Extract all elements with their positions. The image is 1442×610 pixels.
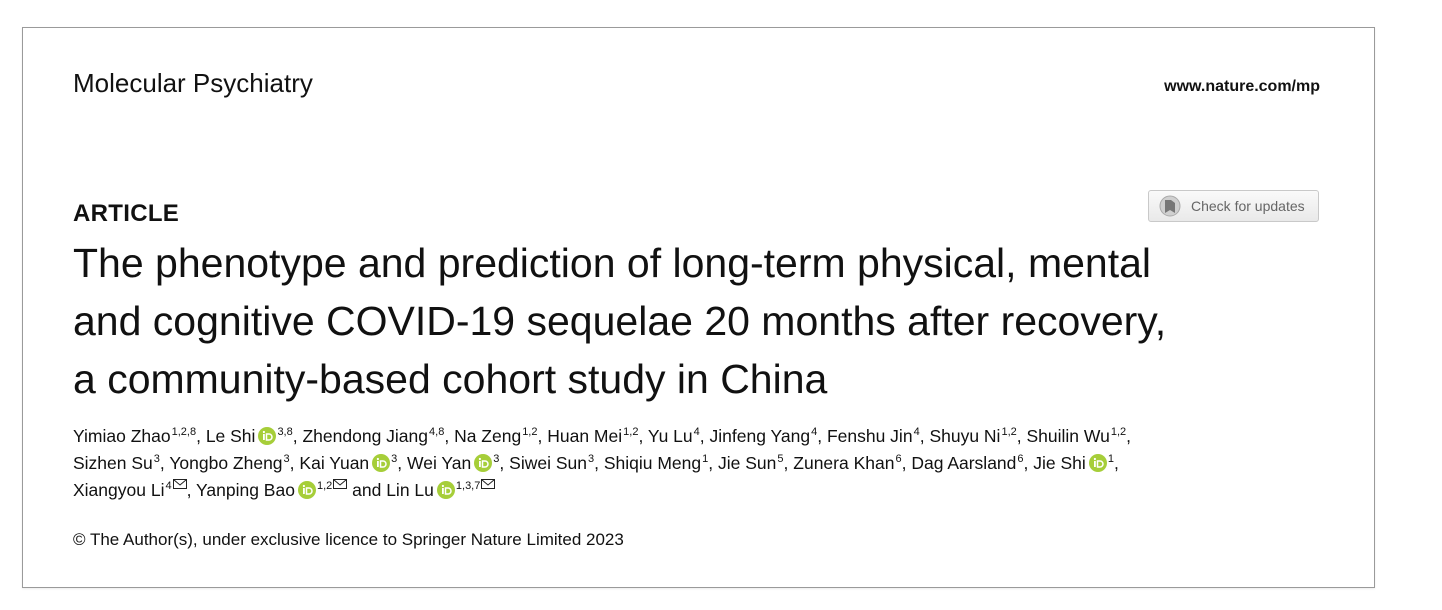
journal-name: Molecular Psychiatry bbox=[73, 68, 313, 98]
affiliations: 3 bbox=[283, 453, 290, 465]
affiliations: 4 bbox=[693, 426, 700, 438]
author-line: Sizhen Su3, Yongbo Zheng3, Kai Yuan 3, We… bbox=[73, 450, 1131, 477]
journal-url: www.nature.com/mp bbox=[1164, 78, 1320, 95]
affiliations: 4 bbox=[165, 480, 172, 492]
affiliations: 3 bbox=[587, 453, 595, 465]
affiliations: 4,8 bbox=[429, 426, 445, 438]
affiliations: 1 bbox=[1107, 453, 1114, 465]
affiliations: 1,3,7 bbox=[455, 480, 481, 492]
title-line: The phenotype and prediction of long-ter… bbox=[73, 240, 1152, 286]
affiliations: 3,8 bbox=[277, 426, 293, 438]
affiliations: 5 bbox=[777, 453, 784, 465]
author-name: Xiangyou Li bbox=[73, 480, 165, 500]
envelope-icon bbox=[481, 479, 496, 489]
author-name: Dag Aarsland bbox=[911, 453, 1017, 473]
author-name: Fenshu Jin bbox=[826, 426, 913, 446]
author-line: Yimiao Zhao1,2,8, Le Shi 3,8, Zhendong Ji… bbox=[73, 423, 1131, 450]
orcid-icon bbox=[372, 454, 391, 472]
separator: , bbox=[292, 426, 298, 446]
separator: , bbox=[901, 453, 907, 473]
affiliations: 3 bbox=[391, 453, 398, 465]
author-name: Shuilin Wu bbox=[1026, 426, 1110, 446]
orcid-icon bbox=[1088, 454, 1107, 472]
author-name: Yimiao Zhao bbox=[73, 426, 171, 446]
affiliations: 3 bbox=[493, 453, 500, 465]
affiliations: 4 bbox=[913, 426, 920, 438]
envelope-icon bbox=[172, 479, 187, 489]
separator: , bbox=[397, 453, 403, 473]
author-name: Sizhen Su bbox=[73, 453, 153, 473]
affiliations: 3 bbox=[153, 453, 160, 465]
author-name: Jinfeng Yang bbox=[709, 426, 811, 446]
affiliations: 6 bbox=[895, 453, 902, 465]
article-type: ARTICLE bbox=[73, 200, 180, 227]
affiliations: 1,2 bbox=[623, 426, 639, 438]
affiliations: 1,2,8 bbox=[171, 426, 197, 438]
author-name: Zhendong Jiang bbox=[302, 426, 429, 446]
conjunction: and bbox=[352, 480, 382, 500]
separator: , bbox=[499, 453, 505, 473]
separator: , bbox=[537, 426, 543, 446]
affiliations: 1 bbox=[702, 453, 709, 465]
author-name: Lin Lu bbox=[386, 480, 434, 500]
separator: , bbox=[638, 426, 644, 446]
separator: , bbox=[817, 426, 823, 446]
copyright: © The Author(s), under exclusive licence… bbox=[73, 530, 624, 549]
separator: , bbox=[444, 426, 450, 446]
separator: , bbox=[186, 480, 192, 500]
author-name: Shuyu Ni bbox=[929, 426, 1001, 446]
separator: , bbox=[699, 426, 705, 446]
author-name: Kai Yuan bbox=[299, 453, 370, 473]
separator: , bbox=[1016, 426, 1022, 446]
envelope-icon bbox=[333, 479, 348, 489]
affiliations: 1,2 bbox=[1110, 426, 1127, 438]
author-name: Yongbo Zheng bbox=[169, 453, 283, 473]
separator: , bbox=[919, 426, 925, 446]
article-header: Molecular Psychiatry www.nature.com/mp A… bbox=[22, 27, 1375, 588]
title-line: a community-based cohort study in China bbox=[73, 356, 828, 402]
author-name: Jie Sun bbox=[718, 453, 777, 473]
check-updates-label[interactable]: Check for updates bbox=[1191, 198, 1305, 214]
affiliations: 1,2 bbox=[522, 426, 538, 438]
author-name: Zunera Khan bbox=[793, 453, 895, 473]
check-updates-button[interactable]: Check for updates bbox=[1148, 190, 1319, 222]
check-updates-icon bbox=[1159, 195, 1181, 217]
author-name: Jie Shi bbox=[1033, 453, 1086, 473]
affiliations: 6 bbox=[1017, 453, 1024, 465]
author-name: Wei Yan bbox=[407, 453, 472, 473]
title-line: and cognitive COVID-19 sequelae 20 month… bbox=[73, 298, 1167, 344]
author-name: Huan Mei bbox=[547, 426, 623, 446]
orcid-icon bbox=[258, 427, 277, 445]
separator: , bbox=[1023, 453, 1029, 473]
separator: , bbox=[783, 453, 789, 473]
author-line: Xiangyou Li4, Yanping Bao 1,2 and Lin Lu 1… bbox=[73, 477, 1131, 504]
author-name: Yanping Bao bbox=[196, 480, 295, 500]
author-name: Yu Lu bbox=[647, 426, 693, 446]
separator: , bbox=[1126, 426, 1132, 446]
separator: , bbox=[196, 426, 201, 446]
orcid-icon bbox=[297, 481, 316, 499]
author-name: Le Shi bbox=[205, 426, 256, 446]
affiliations: 1,2 bbox=[316, 480, 333, 492]
orcid-icon bbox=[436, 481, 455, 499]
article-title: The phenotype and prediction of long-ter… bbox=[73, 234, 1166, 408]
separator: , bbox=[289, 453, 295, 473]
affiliations: 4 bbox=[811, 426, 818, 438]
orcid-icon bbox=[474, 454, 493, 472]
separator: , bbox=[594, 453, 599, 473]
separator: , bbox=[1113, 453, 1119, 473]
author-list: Yimiao Zhao1,2,8, Le Shi 3,8, Zhendong Ji… bbox=[73, 423, 1131, 504]
separator: , bbox=[708, 453, 714, 473]
author-name: Na Zeng bbox=[454, 426, 522, 446]
affiliations: 1,2 bbox=[1001, 426, 1017, 438]
author-name: Siwei Sun bbox=[509, 453, 587, 473]
separator: , bbox=[159, 453, 165, 473]
author-name: Shiqiu Meng bbox=[603, 453, 702, 473]
